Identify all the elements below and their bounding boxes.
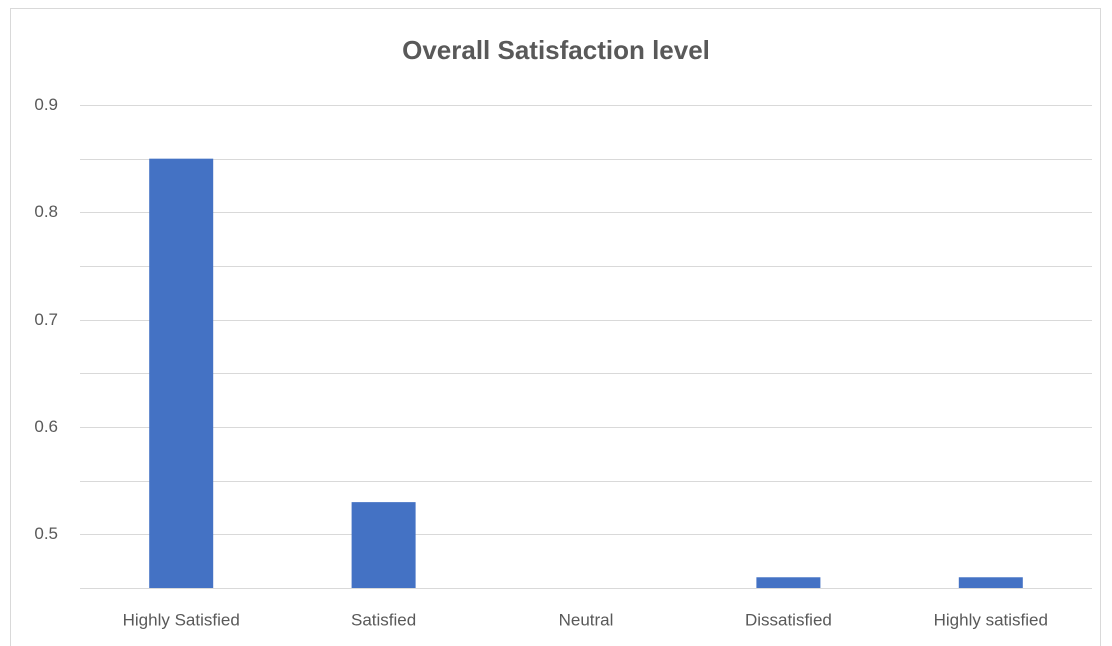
bar — [958, 577, 1023, 588]
y-tick-label: 0.6 — [34, 417, 58, 436]
bar — [351, 502, 416, 588]
x-tick-label: Highly satisfied — [934, 610, 1048, 629]
y-tick-label: 0.8 — [34, 202, 58, 221]
x-tick-label: Highly Satisfied — [123, 610, 240, 629]
y-tick-label: 0.5 — [34, 524, 58, 543]
x-tick-label: Neutral — [559, 610, 614, 629]
x-tick-label: Dissatisfied — [745, 610, 832, 629]
x-tick-label: Satisfied — [351, 610, 416, 629]
bar — [756, 577, 821, 588]
bar — [149, 158, 214, 588]
y-tick-label: 0.7 — [34, 310, 58, 329]
y-tick-label: 0.9 — [34, 95, 58, 114]
chart-title: Overall Satisfaction level — [402, 35, 710, 65]
